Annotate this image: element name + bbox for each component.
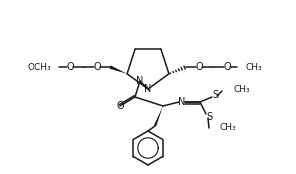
Text: O: O [116, 101, 124, 111]
Text: O: O [93, 62, 101, 72]
Polygon shape [154, 106, 163, 126]
Text: CH₃: CH₃ [245, 62, 262, 72]
Polygon shape [109, 65, 127, 74]
Text: N: N [144, 84, 152, 94]
Text: O: O [66, 62, 74, 72]
Text: N: N [136, 76, 144, 86]
Text: O: O [223, 62, 231, 72]
Text: O: O [195, 62, 203, 72]
Text: N: N [178, 97, 186, 107]
Text: CH₃: CH₃ [219, 124, 236, 132]
Text: S: S [206, 112, 212, 122]
Text: S: S [212, 90, 218, 100]
Text: CH₃: CH₃ [233, 85, 250, 94]
Text: OCH₃: OCH₃ [27, 62, 51, 72]
